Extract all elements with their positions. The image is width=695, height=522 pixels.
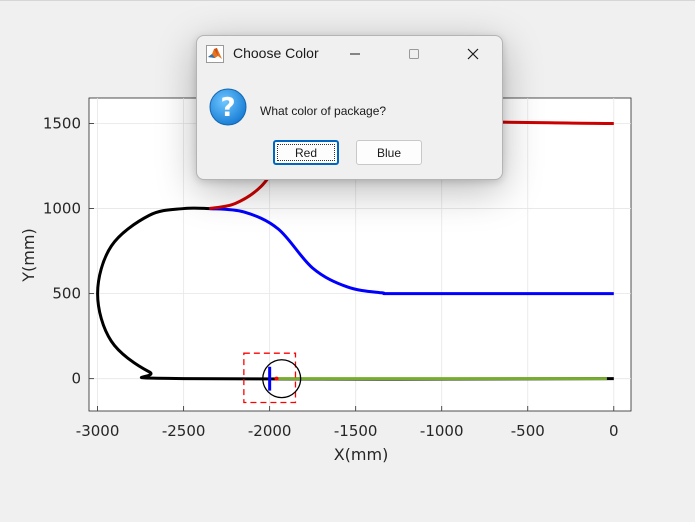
y-tick-label: 1000 [43,200,81,218]
x-tick-label: -1500 [334,422,378,440]
x-tick-label: -3000 [76,422,120,440]
detection-box [243,352,297,404]
series-line [209,207,614,296]
close-icon [467,48,479,60]
red-button[interactable]: Red [273,140,339,165]
dialog-title-bar[interactable]: Choose Color [197,36,502,72]
y-tick-label: 500 [52,285,81,303]
dialog-message: What color of package? [260,104,387,118]
x-tick-label: -500 [511,422,545,440]
y-tick-label: 1500 [43,115,81,133]
x-tick-label: -1000 [420,422,464,440]
y-axis-label: Y(mm) [19,228,38,282]
x-tick-label: -2000 [248,422,292,440]
y-tick-label: 0 [71,370,81,388]
maximize-button[interactable] [400,42,428,66]
minimize-button[interactable] [341,42,369,66]
matlab-logo-icon [206,45,224,63]
close-button[interactable] [459,42,487,66]
dialog-title: Choose Color [233,45,319,61]
x-tick-label: 0 [609,422,619,440]
blue-button[interactable]: Blue [356,140,422,165]
robot-circle [262,359,302,399]
x-axis-label: X(mm) [334,445,389,464]
svg-text:?: ? [220,93,235,123]
question-icon: ? [209,88,247,126]
window-top-border [0,0,695,1]
x-tick-label: -2500 [162,422,206,440]
minimize-icon [350,53,360,55]
plot-markers [243,352,302,404]
package-dot [274,376,279,381]
maximize-icon [409,49,419,59]
axis-ticks: -3000 -2500 -2000 -1500 -1000 -500 0 0 500 1000 15… [43,115,619,440]
choose-color-dialog: Choose Color ? What color of package? Re… [196,35,503,180]
